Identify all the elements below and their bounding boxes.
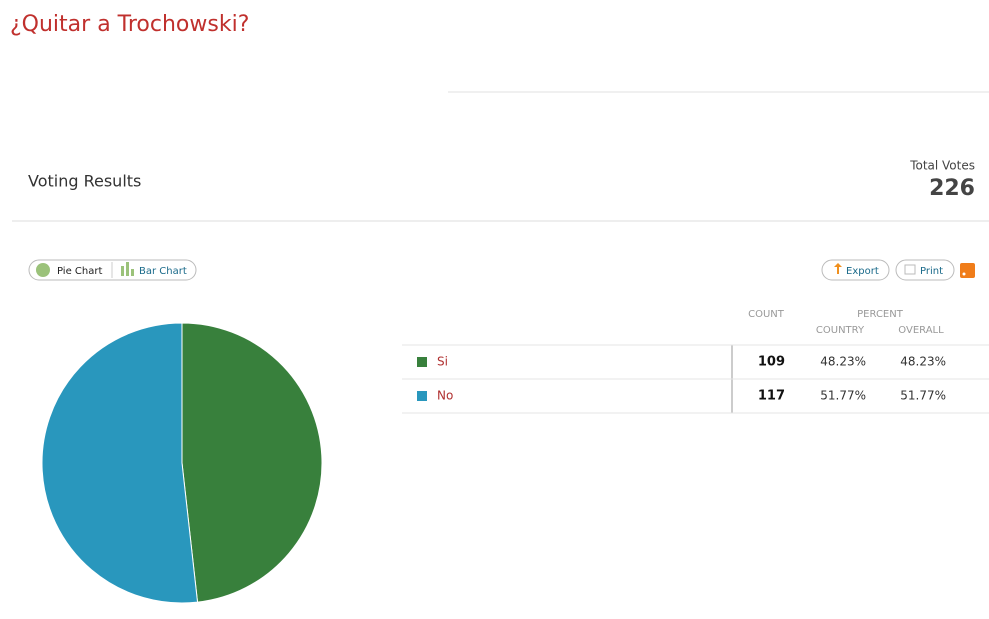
column-header: COUNTRY bbox=[816, 325, 865, 336]
column-header: COUNT bbox=[748, 309, 785, 320]
overall-percent: 48.23% bbox=[900, 355, 946, 369]
overall-percent: 51.77% bbox=[900, 389, 946, 403]
bar-icon bbox=[131, 269, 134, 276]
bar-icon bbox=[121, 266, 124, 276]
button-label: Pie Chart bbox=[57, 266, 102, 277]
pie-slice bbox=[181, 322, 323, 603]
column-header: PERCENT bbox=[857, 309, 904, 320]
bar-icon bbox=[126, 262, 129, 276]
rss-dot bbox=[962, 272, 966, 276]
export-button[interactable]: Export bbox=[821, 259, 890, 281]
chart-toggle: Pie Chart Bar Chart bbox=[28, 259, 197, 281]
option-label: No bbox=[437, 389, 453, 403]
total-votes: 226 bbox=[929, 176, 975, 201]
count: 117 bbox=[758, 389, 785, 404]
print-icon bbox=[904, 264, 916, 275]
legend-swatch bbox=[417, 391, 427, 401]
export-icon bbox=[834, 263, 842, 274]
poll-title: ¿Quitar a Trochowski? bbox=[10, 12, 249, 37]
pie-chart-button[interactable]: Pie Chart bbox=[36, 263, 102, 277]
column-header: OVERALL bbox=[898, 325, 944, 336]
results-heading: Voting Results bbox=[28, 172, 141, 191]
button-label: Export bbox=[846, 266, 879, 277]
legend-swatch bbox=[417, 357, 427, 367]
total-label: Total Votes bbox=[909, 159, 975, 173]
pie-slice bbox=[41, 322, 199, 604]
print-button[interactable]: Print bbox=[895, 259, 955, 281]
country-percent: 51.77% bbox=[820, 389, 866, 403]
button-label: Print bbox=[920, 266, 943, 277]
rss-icon bbox=[960, 263, 975, 278]
button-label: Bar Chart bbox=[139, 266, 187, 277]
option-label: Si bbox=[437, 355, 448, 369]
bar-chart-button[interactable]: Bar Chart bbox=[121, 262, 187, 277]
country-percent: 48.23% bbox=[820, 355, 866, 369]
count: 109 bbox=[758, 355, 785, 370]
pie-icon bbox=[36, 263, 50, 277]
rss-button[interactable] bbox=[960, 263, 975, 278]
